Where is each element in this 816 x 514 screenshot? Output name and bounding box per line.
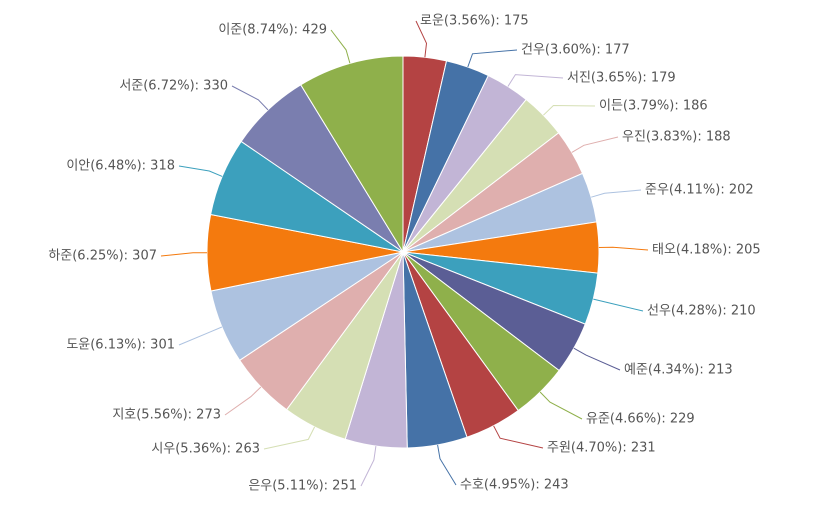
slice-label: 이안(6.48%): 318 <box>66 159 175 174</box>
label-connector <box>437 444 457 486</box>
slice-label: 선우(4.28%): 210 <box>647 304 756 319</box>
slice-label: 서진(3.65%): 179 <box>567 71 676 86</box>
pie-slices <box>206 55 600 449</box>
label-connector <box>571 136 619 153</box>
label-connector <box>539 391 583 420</box>
slice-label: 예준(4.34%): 213 <box>624 363 733 378</box>
label-connector <box>224 386 262 416</box>
label-connector <box>231 85 269 111</box>
slice-label: 서준(6.72%): 330 <box>119 79 228 94</box>
slice-label: 시우(5.36%): 263 <box>151 442 260 457</box>
slice-label: 우진(3.83%): 188 <box>622 130 731 145</box>
label-connector <box>467 49 518 68</box>
label-connector <box>263 426 316 450</box>
slice-label: 도윤(6.13%): 301 <box>66 338 175 353</box>
label-connector <box>178 165 223 177</box>
slice-label: 주원(4.70%): 231 <box>547 441 656 456</box>
slice-label: 이든(3.79%): 186 <box>599 99 708 114</box>
slice-label: 태오(4.18%): 205 <box>652 243 761 258</box>
label-connector <box>493 425 544 449</box>
slice-label: 하준(6.25%): 307 <box>48 249 157 264</box>
label-connector <box>598 246 649 251</box>
slice-label: 준우(4.11%): 202 <box>645 183 754 198</box>
label-connector <box>591 189 642 198</box>
slice-label: 유준(4.66%): 229 <box>586 412 695 427</box>
slice-label: 건우(3.60%): 177 <box>521 43 630 58</box>
pie-slice-이준[interactable] <box>300 55 404 254</box>
label-connector <box>543 104 596 116</box>
label-connector <box>360 446 377 487</box>
slice-label: 은우(5.11%): 251 <box>248 479 357 494</box>
slice-labels: 로운(3.56%): 175 건우(3.60%): 177 서진(3.65%): 1… <box>48 14 760 494</box>
label-connector <box>507 74 564 87</box>
label-connector <box>330 29 351 64</box>
slice-label: 수호(4.95%): 243 <box>460 478 569 493</box>
label-connector <box>160 252 207 257</box>
label-connector <box>573 347 621 371</box>
slice-label: 지호(5.56%): 273 <box>112 408 221 423</box>
label-connector <box>178 326 223 346</box>
label-connectors <box>160 20 649 487</box>
slice-label: 로운(3.56%): 175 <box>420 14 529 29</box>
slice-label: 이준(8.74%): 429 <box>218 23 327 38</box>
label-connector <box>415 20 428 58</box>
label-connector <box>593 298 644 312</box>
